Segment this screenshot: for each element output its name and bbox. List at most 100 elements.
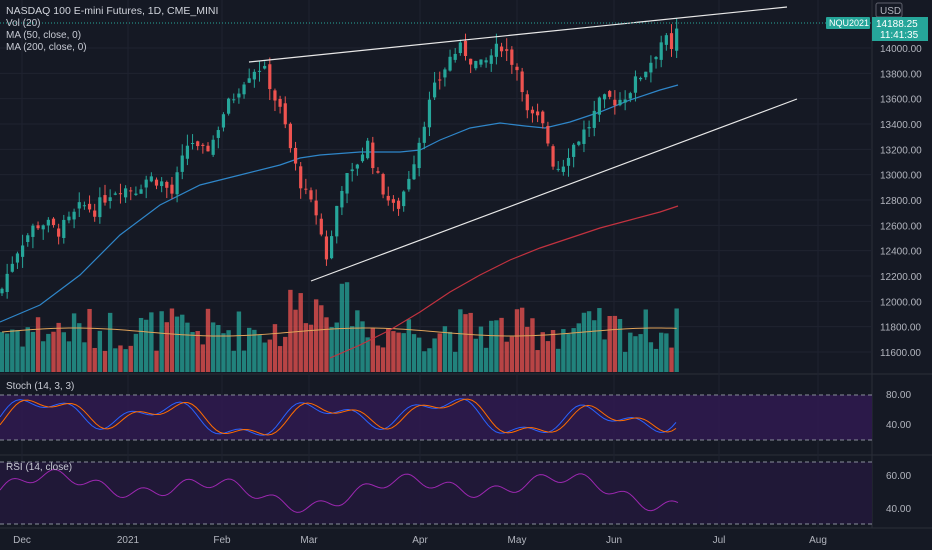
candle-body <box>515 66 519 71</box>
study-ma200-label[interactable]: MA (200, close, 0) <box>6 42 87 53</box>
candle-body <box>469 58 473 65</box>
volume-bar <box>231 350 236 372</box>
candle-body <box>165 181 169 188</box>
candle-body <box>391 199 395 203</box>
study-vol-label[interactable]: Vol (20) <box>6 18 40 29</box>
volume-bar <box>272 324 278 372</box>
volume-bar <box>87 308 92 372</box>
candle-body <box>412 164 416 180</box>
symbol-badge-text: NQU2021 <box>829 18 869 28</box>
volume-bar <box>185 322 190 372</box>
time-tick: Mar <box>300 535 318 546</box>
price-tick: 13200.00 <box>880 145 922 156</box>
rsi-tick-60: 60.00 <box>886 471 911 482</box>
candle-body <box>536 111 540 116</box>
candle-body <box>381 174 385 195</box>
upper-trendline[interactable] <box>248 6 788 63</box>
candle-body <box>268 64 272 90</box>
volume-bar <box>277 346 283 372</box>
volume-bar <box>174 316 180 372</box>
volume-bar <box>128 345 133 372</box>
volume-bar <box>216 325 221 372</box>
candle-body <box>613 99 617 106</box>
price-tick: 11800.00 <box>880 323 921 334</box>
volume-bar <box>406 319 412 372</box>
candle-body <box>51 218 56 226</box>
volume-bar <box>226 330 231 372</box>
time-tick: Jun <box>606 535 622 546</box>
time-tick: Apr <box>412 535 428 546</box>
price-tick: 12600.00 <box>880 221 922 232</box>
volume-bar <box>97 330 103 372</box>
time-axis[interactable]: Dec 2021 Feb Mar Apr May Jun Jul Aug <box>13 535 827 546</box>
volume-bar <box>401 333 406 372</box>
candle-body <box>675 28 679 51</box>
candle-body <box>118 193 123 195</box>
candle-body <box>453 53 457 60</box>
volume-bar <box>525 326 530 372</box>
volume-bar <box>262 342 267 372</box>
candle-body <box>170 184 174 194</box>
bar-countdown: 11:41:35 <box>880 30 919 41</box>
price-tick: 13400.00 <box>880 120 922 131</box>
candle-body <box>458 42 462 54</box>
candle-body <box>340 190 344 208</box>
candle-body <box>654 56 658 60</box>
volume-bar <box>545 341 551 372</box>
candle-body <box>386 195 390 201</box>
chart-title: NASDAQ 100 E-mini Futures, 1D, CME_MINI <box>6 5 218 17</box>
candlesticks <box>0 17 679 299</box>
candle-body <box>124 188 128 198</box>
candle-body <box>422 126 426 143</box>
candle-body <box>242 84 246 95</box>
volume-bar <box>107 312 113 372</box>
volume-bar <box>149 312 154 372</box>
candle-body <box>113 193 117 195</box>
candle-body <box>319 218 323 235</box>
study-ma50-label[interactable]: MA (50, close, 0) <box>6 30 81 41</box>
candle-body <box>309 190 313 200</box>
candle-body <box>252 71 256 80</box>
candle-body <box>520 71 524 93</box>
candle-body <box>443 69 447 78</box>
candle-body <box>273 90 277 101</box>
volume-bar <box>190 332 195 372</box>
candle-body <box>216 130 220 138</box>
volume-bar <box>169 308 175 372</box>
stoch-tick-40: 40.00 <box>886 420 911 431</box>
time-tick: Jul <box>713 535 726 546</box>
candle-body <box>474 60 478 69</box>
volume-bar <box>267 339 272 372</box>
stoch-label[interactable]: Stoch (14, 3, 3) <box>6 381 74 392</box>
stoch-d-line <box>0 398 677 436</box>
volume-bar <box>241 350 247 372</box>
volume-bar <box>437 333 442 372</box>
volume-bar <box>144 319 149 372</box>
volume-bar <box>0 332 5 372</box>
candle-body <box>237 93 241 98</box>
volume-bar <box>102 350 108 372</box>
candle-body <box>293 147 298 164</box>
volume-bar <box>30 331 36 372</box>
volume-bar <box>494 320 499 372</box>
price-axis[interactable]: 14000.00 13800.00 13600.00 13400.00 13200.00… <box>880 44 922 359</box>
stoch-band <box>0 395 872 440</box>
candle-body <box>505 49 509 51</box>
candle-body <box>577 141 581 145</box>
volume-bar <box>252 329 257 372</box>
volume-bar <box>25 327 30 372</box>
candle-body <box>597 97 601 115</box>
price-tick: 13800.00 <box>880 69 922 80</box>
candle-body <box>278 98 282 107</box>
lower-trendline[interactable] <box>310 98 798 282</box>
volume-bar <box>313 299 319 372</box>
volume-bar <box>56 322 61 372</box>
candle-body <box>149 176 153 182</box>
candle-body <box>247 78 251 83</box>
volume-bar <box>4 333 10 372</box>
ma50-line <box>0 84 679 323</box>
rsi-label[interactable]: RSI (14, close) <box>6 462 72 473</box>
candle-body <box>180 155 184 172</box>
candle-body <box>175 172 179 195</box>
